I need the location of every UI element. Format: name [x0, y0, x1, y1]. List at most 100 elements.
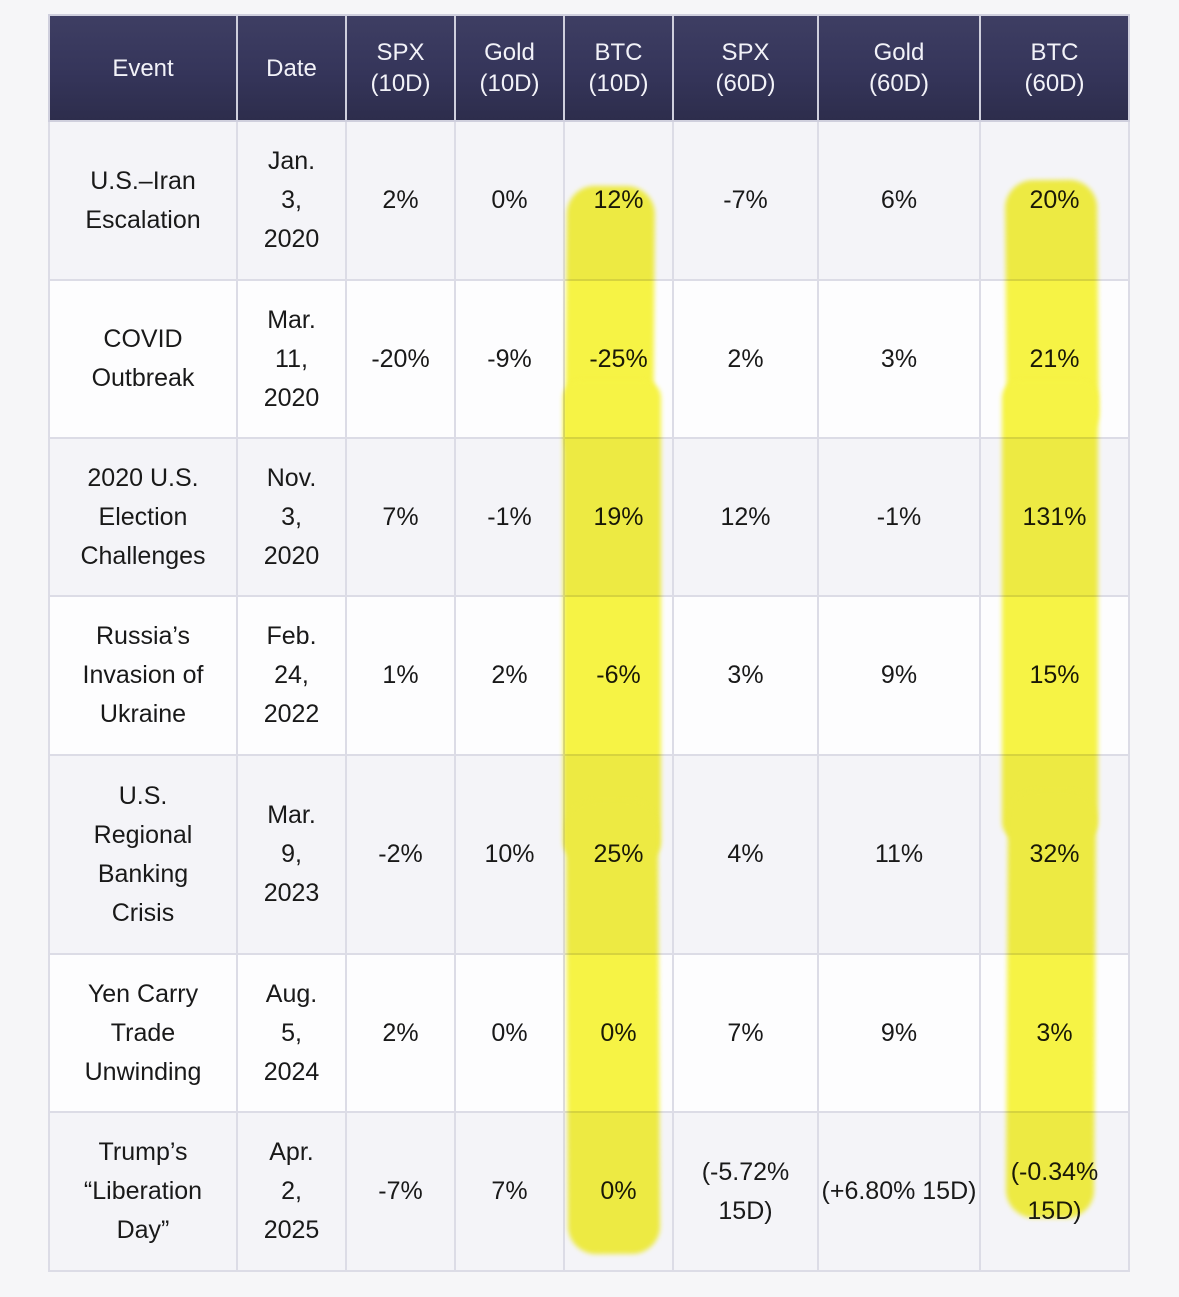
event-cell-line: Ukraine [99, 700, 187, 728]
event-cell-line: Escalation [85, 205, 201, 234]
event-cell: Russia’s Invasion of Ukraine [48, 595, 238, 756]
date-cell: Aug. 5, 2024 [236, 953, 347, 1113]
value-cell-spx-10d: 7% [345, 437, 456, 597]
event-cell-line: Unwinding [84, 1057, 202, 1086]
col-header-sublabel: (60D) [868, 70, 929, 97]
col-header-label: Gold [873, 39, 925, 66]
date-cell-line: 3, [281, 186, 302, 214]
value-cell-gold-60d: 3% [817, 279, 981, 439]
value-cell-btc-10d: 12% [563, 120, 674, 281]
value-cell-spx-60d: 4% [672, 754, 819, 955]
value-cell-gold-60d: 9% [817, 953, 981, 1113]
value-cell-spx-10d: -20% [345, 279, 456, 439]
date-cell-line: 2020 [263, 383, 320, 412]
value-cell-gold-10d: 10% [454, 754, 565, 955]
col-header-label: BTC [594, 39, 643, 66]
value-cell-spx-10d: 2% [345, 953, 456, 1113]
table-row: COVID Outbreak Mar. 11, 2020 -20% -9% -25% 2% 3% 2… [48, 279, 1130, 439]
event-cell-line: Trade [110, 1018, 176, 1047]
date-cell: Nov. 3, 2020 [236, 437, 347, 597]
table-row: U.S. Regional Banking Crisis Mar. 9, 2023 -2% 10… [48, 754, 1130, 955]
date-cell-line: 2020 [263, 541, 320, 570]
value-cell-gold-60d: -1% [817, 437, 981, 597]
value-cell-spx-60d: 2% [672, 279, 819, 439]
value-cell-spx-60d: 7% [672, 953, 819, 1113]
date-cell-line: 2023 [263, 879, 320, 907]
col-header-date: Date [236, 14, 347, 122]
event-cell-line: 2020 U.S. [87, 463, 199, 492]
event-cell: Trump’s “Liberation Day” [48, 1111, 238, 1272]
value-cell-gold-60d: 6% [817, 120, 981, 281]
date-cell-line: 2022 [263, 700, 320, 728]
table-row: Russia’s Invasion of Ukraine Feb. 24, 2022 1% 2… [48, 595, 1130, 756]
event-cell-line: U.S.–Iran [90, 166, 196, 195]
event-cell: U.S.–Iran Escalation [48, 120, 238, 281]
date-cell-line: Aug. [265, 979, 318, 1008]
value-cell-btc-60d: 131% [979, 437, 1130, 597]
value-cell-spx-10d: -7% [345, 1111, 456, 1272]
value-cell-spx-10d: 2% [345, 120, 456, 281]
date-cell-line: 2, [281, 1177, 302, 1205]
event-cell-line: Regional [93, 820, 193, 849]
date-cell: Mar. 9, 2023 [236, 754, 347, 955]
event-cell: COVID Outbreak [48, 279, 238, 439]
date-cell: Mar. 11, 2020 [236, 279, 347, 439]
date-cell-line: 2020 [263, 225, 320, 253]
table-row: Trump’s “Liberation Day” Apr. 2, 2025 -7% 7% 0%(… [48, 1111, 1130, 1272]
value-cell-gold-10d: 2% [454, 595, 565, 756]
event-cell: Yen Carry Trade Unwinding [48, 953, 238, 1113]
col-header-spx-60d: SPX (60D) [672, 14, 819, 122]
value-cell-gold-10d: -9% [454, 279, 565, 439]
value-cell-gold-60d: (+6.80% 15D) [817, 1111, 981, 1272]
header-row: Event Date SPX (10D) Gold (10D) BTC (10D) SPX (60… [48, 14, 1130, 122]
table-row: Yen Carry Trade Unwinding Aug. 5, 2024 2% 0% 0% 7… [48, 953, 1130, 1113]
col-header-label: Date [266, 54, 317, 82]
value-cell-spx-10d: -2% [345, 754, 456, 955]
date-cell-line: 24, [274, 661, 309, 689]
date-cell-line: 2024 [263, 1057, 320, 1086]
table-row: 2020 U.S. Election Challenges Nov. 3, 2020 7% -… [48, 437, 1130, 597]
date-cell-line: Feb. [266, 622, 317, 650]
value-cell-spx-60d: 3% [672, 595, 819, 756]
col-header-label: BTC [1030, 39, 1079, 66]
event-cell-line: Russia’s [95, 622, 191, 650]
value-cell-btc-10d: -25% [563, 279, 674, 439]
col-header-sublabel: (60D) [715, 70, 776, 97]
event-cell-line: “Liberation [83, 1177, 203, 1205]
event-cell-line: Election [98, 502, 188, 531]
date-cell-line: Mar. [267, 305, 316, 334]
event-cell-line: Crisis [111, 898, 175, 927]
date-cell-line: Apr. [269, 1138, 314, 1166]
value-cell-btc-60d: (-0.34% 15D) [979, 1111, 1130, 1272]
events-market-table-wrap: Event Date SPX (10D) Gold (10D) BTC (10D) SPX (60… [48, 14, 1130, 1272]
date-cell-line: 3, [281, 502, 302, 531]
col-header-sublabel: (10D) [370, 70, 431, 97]
col-header-gold-10d: Gold (10D) [454, 14, 565, 122]
col-header-label: SPX [721, 39, 770, 66]
col-header-label: Gold [484, 39, 535, 66]
col-header-label: Event [112, 54, 174, 82]
col-header-spx-10d: SPX (10D) [345, 14, 456, 122]
value-cell-gold-60d: 11% [817, 754, 981, 955]
event-cell-line: Trump’s [98, 1138, 188, 1166]
date-cell-line: 11, [275, 344, 308, 373]
table-row: U.S.–Iran Escalation Jan. 3, 2020 2% 0% 12% -7% 6… [48, 120, 1130, 281]
event-cell-line: COVID [103, 325, 183, 353]
value-cell-btc-10d: 0% [563, 1111, 674, 1272]
value-cell-spx-60d: 12% [672, 437, 819, 597]
value-cell-gold-10d: 0% [454, 120, 565, 281]
col-header-gold-60d: Gold (60D) [817, 14, 981, 122]
date-cell-line: 5, [281, 1018, 302, 1047]
value-cell-spx-10d: 1% [345, 595, 456, 756]
event-cell-line: Yen Carry [87, 979, 199, 1008]
event-cell-line: Banking [97, 859, 189, 888]
event-cell-line: Day” [116, 1216, 170, 1244]
event-cell-line: Outbreak [91, 364, 195, 392]
value-cell-gold-60d: 9% [817, 595, 981, 756]
value-cell-btc-60d: 3% [979, 953, 1130, 1113]
value-cell-gold-10d: -1% [454, 437, 565, 597]
date-cell-line: Nov. [266, 463, 317, 492]
table-body: U.S.–Iran Escalation Jan. 3, 2020 2% 0% 12% -7% 6… [48, 120, 1130, 1272]
event-cell-line: Challenges [80, 541, 206, 570]
date-cell-line: 9, [281, 840, 302, 868]
